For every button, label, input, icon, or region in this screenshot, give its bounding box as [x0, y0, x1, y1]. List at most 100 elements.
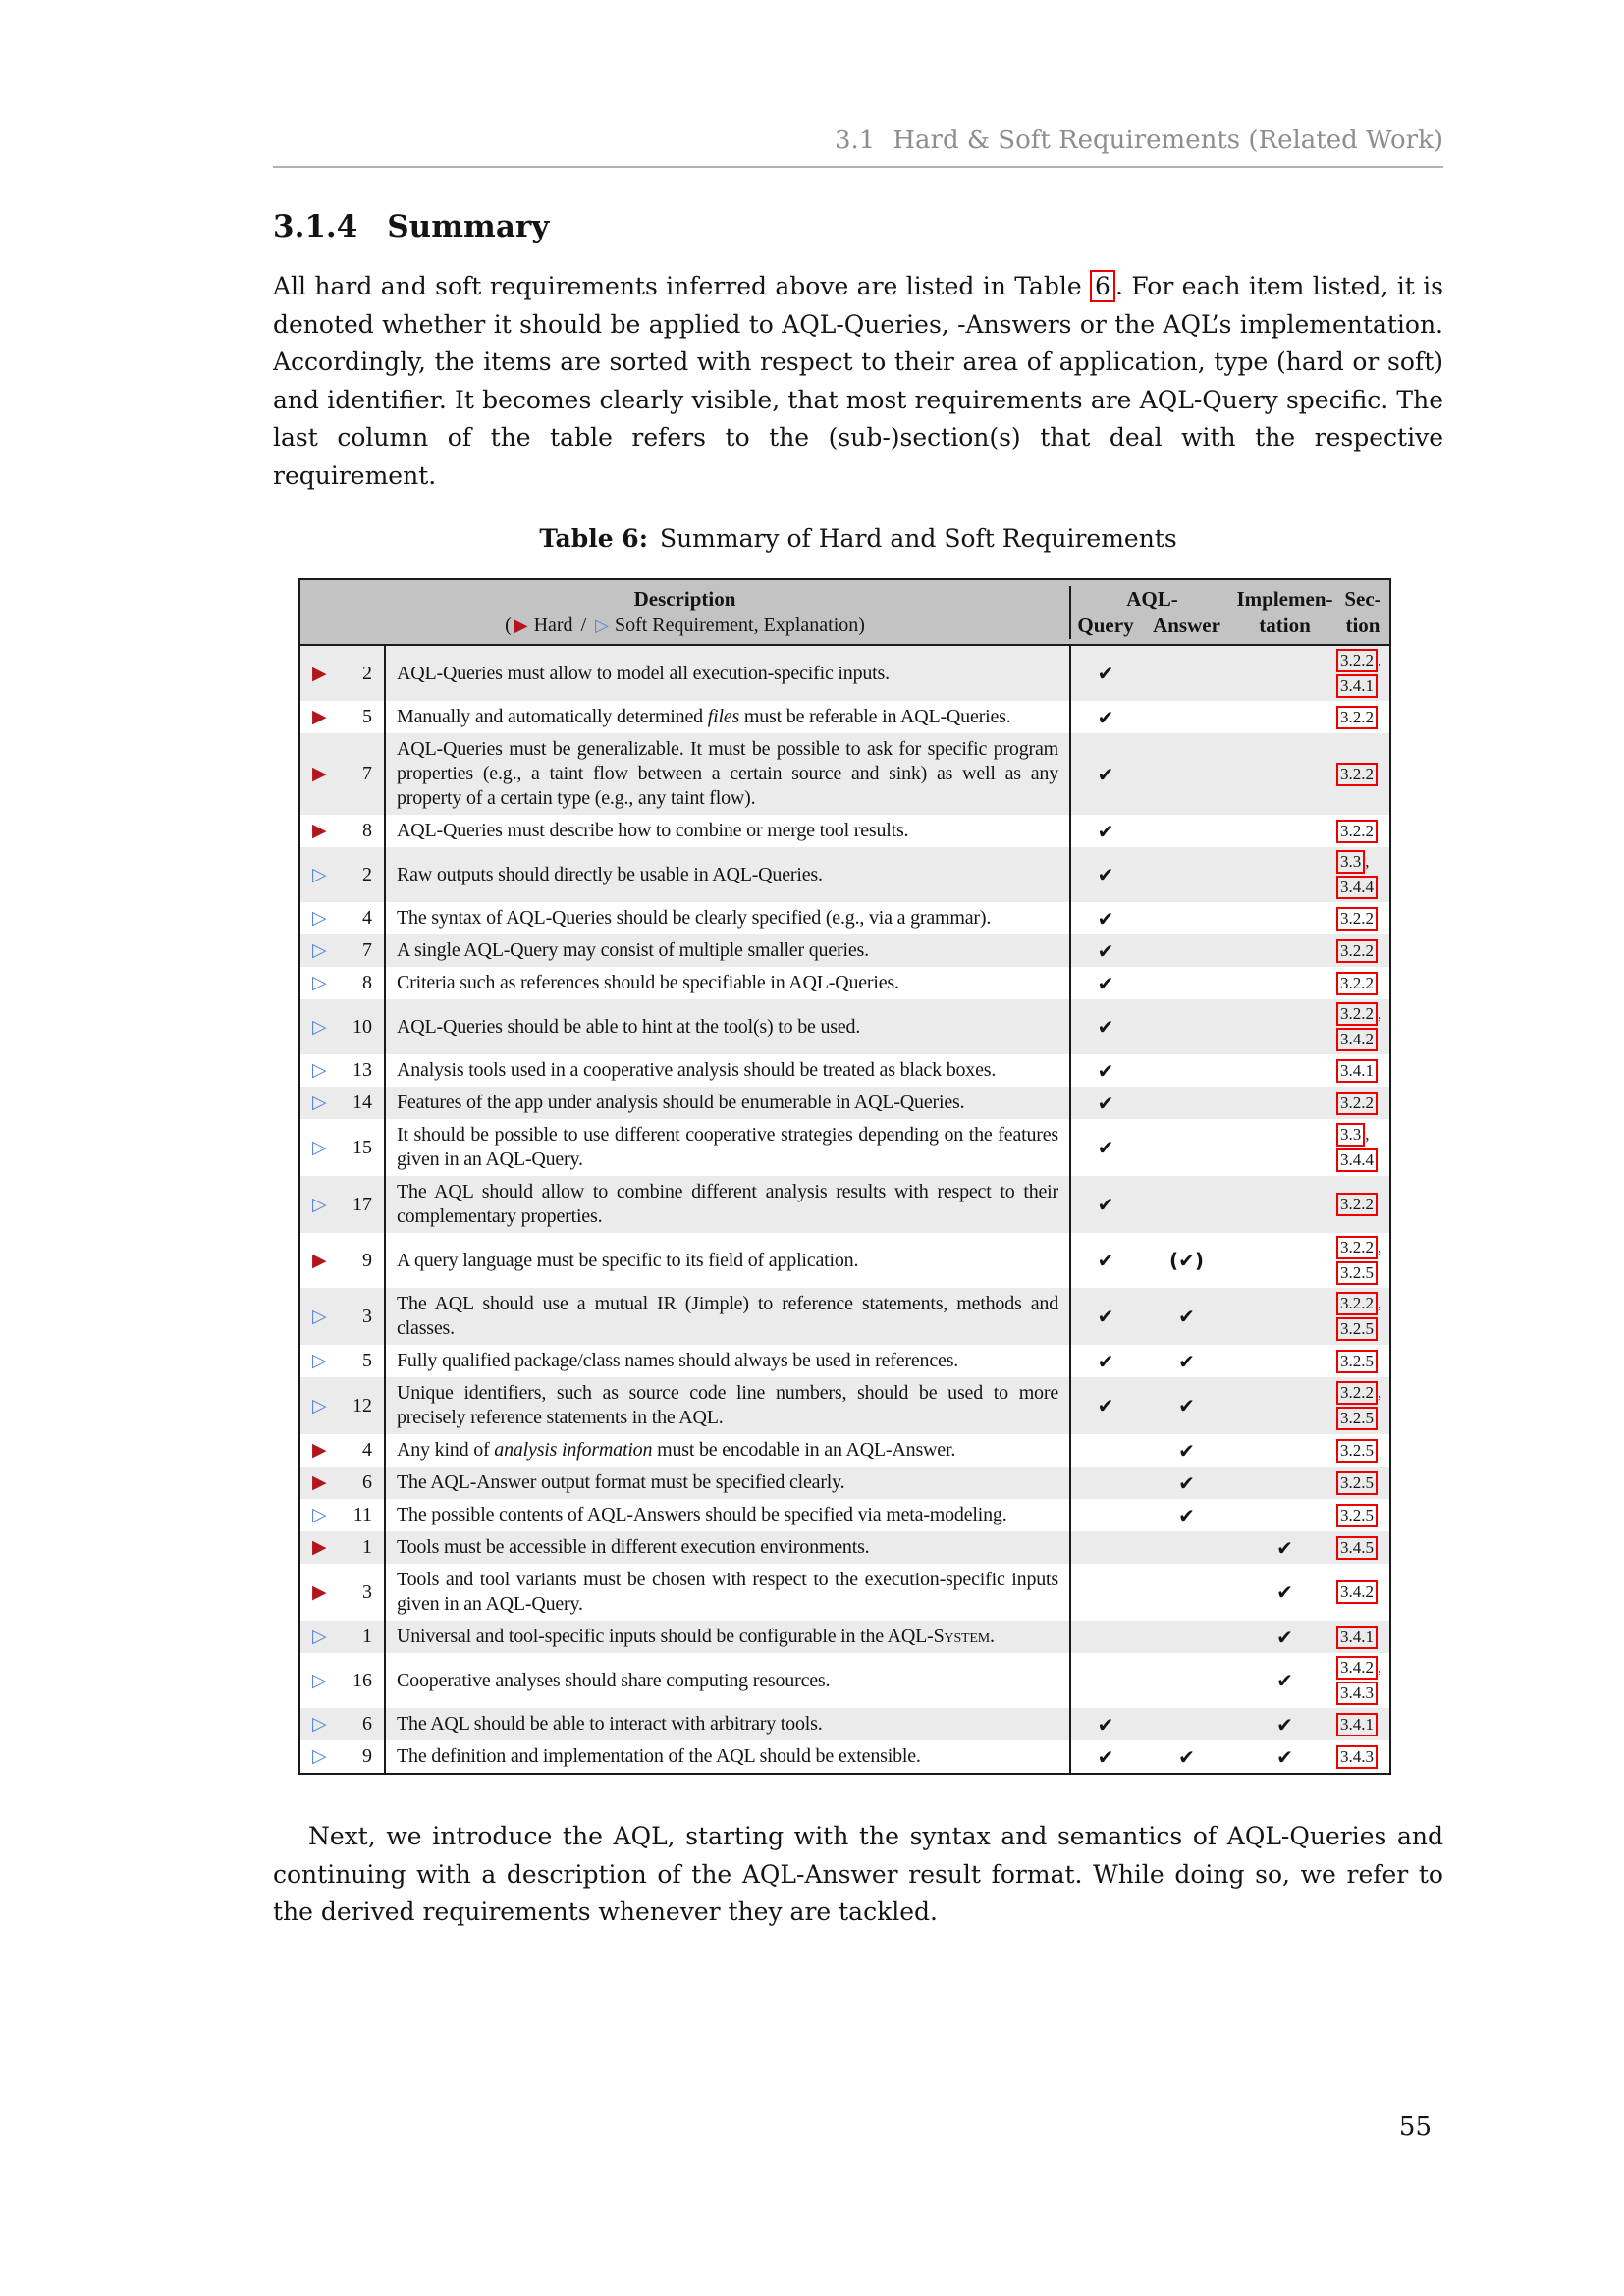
section-link[interactable]: 3.2.2 [1336, 819, 1378, 843]
section-link[interactable]: 3.2.2 [1336, 1292, 1378, 1315]
description-text: A single AQL-Query may consist of multip… [397, 939, 869, 961]
section-link[interactable]: 3.2.5 [1336, 1317, 1378, 1341]
section-link[interactable]: 3.4.4 [1336, 1148, 1378, 1172]
table-row: ▶ 8 AQL-Queries must describe how to combi… [300, 815, 1389, 847]
implementation-check-cell [1233, 646, 1336, 701]
implementation-check-cell [1233, 847, 1336, 902]
query-check-cell [1071, 1531, 1140, 1564]
soft-requirement-icon: ▷ [595, 615, 609, 636]
section-link[interactable]: 3.4.1 [1336, 1625, 1378, 1649]
check-icon: ✔ [1097, 1015, 1114, 1039]
description-cell: Unique identifiers, such as source code … [384, 1377, 1071, 1434]
section-links-cell: 3.3, 3.4.4 [1336, 1120, 1389, 1175]
section-link[interactable]: 3.4.2 [1336, 1656, 1378, 1680]
implementation-check-cell [1233, 1288, 1336, 1345]
requirement-marker-cell: ▶ 4 [300, 1434, 384, 1467]
implementation-check-cell [1233, 934, 1336, 967]
section-link[interactable]: 3.2.5 [1336, 1503, 1378, 1527]
implementation-check-cell: ✔ [1233, 1740, 1336, 1773]
legend-open-paren: ( [505, 614, 512, 636]
section-link[interactable]: 3.2.2 [1336, 1236, 1378, 1259]
answer-check-cell [1140, 934, 1233, 967]
section-link[interactable]: 3.4.5 [1336, 1535, 1378, 1560]
section-link[interactable]: 3.4.4 [1336, 876, 1378, 899]
implementation-check-cell: ✔ [1233, 1564, 1336, 1621]
implementation-check-cell [1233, 1434, 1336, 1467]
section-links-cell: 3.4.5 [1336, 1533, 1389, 1563]
check-icon: ✔ [1097, 1193, 1114, 1216]
check-icon: (✔) [1168, 1249, 1205, 1272]
hard-requirement-icon: ▶ [312, 662, 327, 684]
answer-check-cell [1140, 1653, 1233, 1708]
section-link[interactable]: 3.4.2 [1336, 1028, 1378, 1051]
check-icon: ✔ [1178, 1438, 1195, 1463]
section-link[interactable]: 3.2.2 [1336, 1002, 1378, 1026]
section-column-header: Sec- tion [1344, 587, 1381, 637]
section-links-cell: 3.2.2 [1336, 969, 1389, 998]
section-link[interactable]: 3.2.2 [1336, 1193, 1378, 1216]
check-icon: ✔ [1178, 1305, 1195, 1328]
query-check-cell: ✔ [1071, 1087, 1140, 1119]
section-link[interactable]: 3.2.5 [1336, 1261, 1378, 1285]
section-links-cell: 3.2.2, 3.2.5 [1336, 1233, 1389, 1288]
section-link[interactable]: 3.4.2 [1336, 1580, 1378, 1604]
query-check-cell: ✔ [1071, 847, 1140, 902]
implementation-check-cell: ✔ [1233, 1531, 1336, 1564]
section-link[interactable]: 3.2.5 [1336, 1349, 1378, 1373]
section-link[interactable]: 3.4.1 [1336, 1058, 1378, 1083]
section-link-line: 3.2.5 [1336, 1407, 1389, 1430]
section-link[interactable]: 3.2.5 [1336, 1407, 1378, 1430]
description-text: Fully qualified package/class names shou… [397, 1350, 959, 1371]
check-icon: ✔ [1276, 1625, 1293, 1649]
section-link[interactable]: 3.2.2 [1336, 649, 1378, 672]
implementation-check-cell: ✔ [1233, 1653, 1336, 1708]
section-link[interactable]: 3.2.2 [1336, 705, 1378, 729]
section-link[interactable]: 3.4.3 [1336, 1682, 1378, 1705]
section-link[interactable]: 3.3 [1336, 1123, 1366, 1147]
section-links-cell: 3.4.2 [1336, 1577, 1389, 1607]
section-link[interactable]: 3.2.2 [1336, 971, 1378, 995]
query-check-cell: ✔ [1071, 701, 1140, 733]
intro-text-after: . For each item listed, it is denoted wh… [273, 272, 1444, 490]
section-link-line: 3.4.4 [1336, 1148, 1389, 1172]
section-link[interactable]: 3.2.2 [1336, 762, 1378, 786]
description-text: It should be possible to use different c… [397, 1124, 1058, 1170]
section-link[interactable]: 3.2.5 [1336, 1438, 1378, 1463]
table-6-reference-link[interactable]: 6 [1090, 270, 1115, 302]
section-links-cell: 3.4.1 [1336, 1623, 1389, 1652]
hard-requirement-icon: ▶ [312, 1249, 327, 1271]
requirement-id: 9 [362, 1249, 372, 1271]
description-text: Unique identifiers, such as source code … [397, 1382, 1058, 1428]
requirements-table-rows: ▶ 2 AQL-Queries must allow to model all ex… [300, 646, 1389, 1773]
description-text: The definition and implementation of the… [397, 1745, 921, 1767]
section-link-comma: , [1378, 1294, 1382, 1312]
section-link-line: 3.2.2, [1336, 649, 1389, 672]
description-text: AQL-Queries should be able to hint at th… [397, 1015, 861, 1038]
requirement-marker-cell: ▷ 16 [300, 1653, 384, 1708]
description-text: Any kind of analysis information must be… [397, 1439, 956, 1461]
section-link[interactable]: 3.3 [1336, 850, 1366, 874]
section-link[interactable]: 3.4.1 [1336, 1712, 1378, 1736]
section-link[interactable]: 3.2.2 [1336, 906, 1378, 931]
section-links-cell: 3.2.5 [1336, 1436, 1389, 1466]
section-link[interactable]: 3.2.2 [1336, 1091, 1378, 1115]
requirement-id: 13 [352, 1059, 372, 1081]
requirement-marker-cell: ▷ 12 [300, 1377, 384, 1434]
description-text: Criteria such as references should be sp… [397, 972, 899, 993]
section-link[interactable]: 3.2.2 [1336, 938, 1378, 963]
section-link-line: 3.2.2 [1336, 938, 1389, 963]
section-link[interactable]: 3.2.5 [1336, 1470, 1378, 1495]
section-link-line: 3.2.2, [1336, 1292, 1389, 1315]
requirement-id: 1 [362, 1626, 372, 1647]
section-links-cell: 3.4.2, 3.4.3 [1336, 1653, 1389, 1708]
table-row: ▷ 2 Raw outputs should directly be usable … [300, 847, 1389, 902]
section-links-cell: 3.2.2, 3.4.1 [1336, 646, 1389, 701]
description-text: Features of the app under analysis shoul… [397, 1092, 965, 1113]
table-row: ▷ 5 Fully qualified package/class names sh… [300, 1345, 1389, 1377]
section-link[interactable]: 3.2.2 [1336, 1381, 1378, 1405]
header-rule [273, 166, 1443, 168]
requirement-marker-cell: ▶ 2 [300, 646, 384, 701]
section-link[interactable]: 3.4.1 [1336, 674, 1378, 698]
section-link[interactable]: 3.4.3 [1336, 1744, 1378, 1769]
section-links-cell: 3.2.5 [1336, 1468, 1389, 1498]
